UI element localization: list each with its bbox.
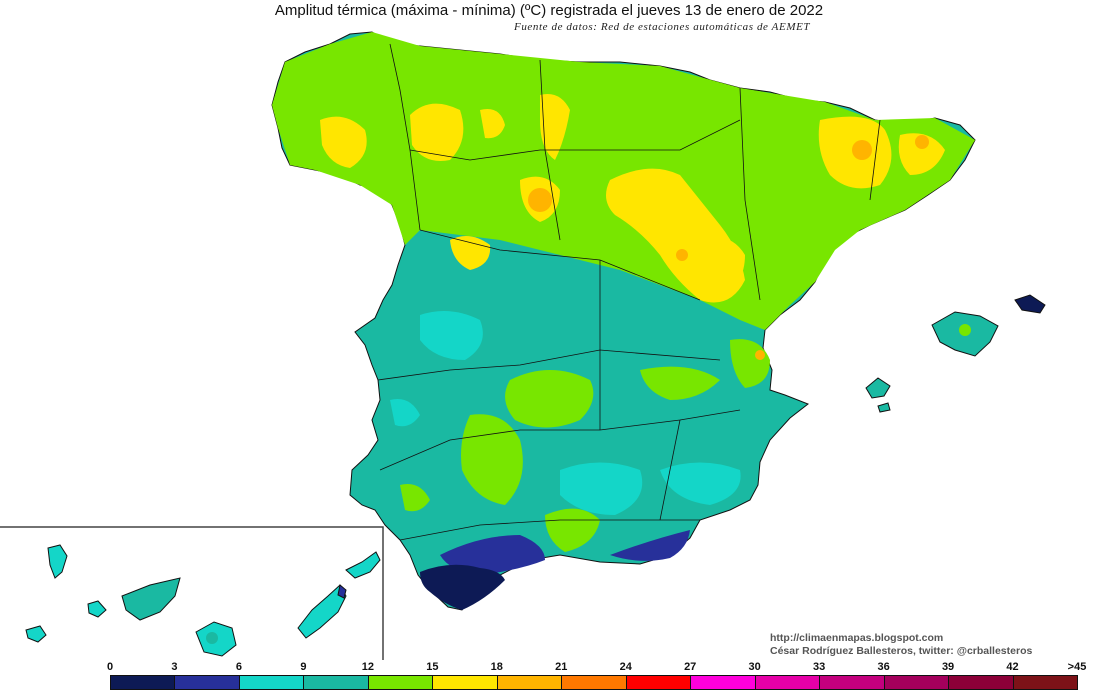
legend-tick-label: 12 [361,661,374,673]
legend-swatch [754,675,821,690]
legend-swatch [432,675,498,690]
temperature-range-map [0,31,1046,660]
legend-tick-label: 33 [813,661,826,673]
legend-tick-label: 24 [619,661,632,673]
legend-swatch [625,675,692,690]
legend-tick-label: 18 [490,661,503,673]
balearic-islands [865,294,1046,413]
credits-website: http://climaenmapas.blogspot.com [770,632,944,644]
map-title: Amplitud térmica (máxima - mínima) (ºC) … [274,2,824,19]
color-legend: 0 3 6 9 12 15 18 21 24 27 30 33 36 39 42 >45 [0,658,1098,696]
legend-swatch [690,675,756,690]
legend-swatch [561,675,627,690]
range-0-3-zone [420,564,505,610]
legend-swatch [948,675,1014,690]
legend-swatch [110,675,176,690]
legend-swatch [174,675,240,690]
legend-tick-label: 42 [1006,661,1019,673]
region-borders [377,43,881,541]
legend-swatch [1012,675,1078,690]
legend-swatch [367,675,434,690]
legend-tick-label: 30 [748,661,761,673]
legend-tick-label: 36 [877,661,890,673]
range-6-9-zones [390,311,741,515]
canary-inset-frame [0,526,384,660]
legend-swatch [883,675,950,690]
legend-tick-label: >45 [1067,661,1087,673]
legend-swatch [496,675,563,690]
legend-swatch [819,675,885,690]
legend-tick-label: 27 [684,661,697,673]
range-18-21-spots [528,135,929,360]
legend-tick-label: 39 [941,661,955,673]
map-source: Fuente de datos: Red de estaciones autom… [514,21,811,33]
canary-islands [25,544,381,657]
legend-tick-label: 3 [171,661,178,673]
legend-tick-label: 15 [426,661,439,673]
credits-author: César Rodríguez Ballesteros, twitter: @c… [770,645,1033,657]
credits: http://climaenmapas.blogspot.com César R… [770,632,1032,658]
legend-swatch [303,675,369,690]
legend-tick-label: 6 [235,661,242,673]
legend-tick-label: 0 [106,661,114,673]
legend-tick-label: 21 [555,661,568,673]
legend-tick-label: 9 [300,661,307,673]
legend-swatch [238,675,305,690]
range-3-6-zones [440,530,690,575]
